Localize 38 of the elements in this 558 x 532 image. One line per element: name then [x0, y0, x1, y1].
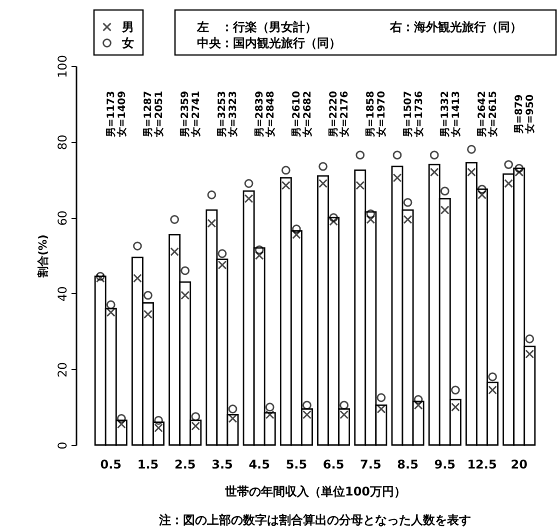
x-tick-label: 0.5	[100, 458, 122, 472]
x-tick-label: 2.5	[174, 458, 196, 472]
x-tick-label: 12.5	[467, 458, 497, 472]
x-tick-label: 8.5	[397, 458, 418, 472]
x-tick-label: 20	[510, 458, 528, 472]
legend-label: 女	[121, 36, 134, 50]
text: 中央：国内観光旅行（同）	[197, 36, 341, 50]
annotation: 男=1287 女=2051	[142, 90, 165, 138]
y-tick-label: 80	[56, 134, 70, 150]
x-tick-label: 9.5	[434, 458, 456, 472]
y-tick-label: 100	[56, 55, 70, 78]
y-tick-label: 20	[56, 362, 70, 378]
x-axis-title: 世帯の年間収入（単位100万円）	[224, 484, 406, 498]
x-tick-label: 1.5	[137, 458, 159, 472]
annotation: 男=3253 女=3323	[216, 90, 240, 138]
annotation: 男=879 女=950	[513, 94, 536, 135]
y-axis-title: 割合(%)	[36, 234, 50, 279]
annotation: 男=2610 女=2682	[290, 90, 314, 138]
legend-label: 男	[121, 20, 134, 34]
text: 左 ：行楽（男女計）	[196, 20, 317, 34]
annotation: 男=2220 女=2176	[328, 90, 351, 138]
x-tick-label: 6.5	[322, 458, 344, 472]
y-tick-label: 0	[56, 442, 70, 450]
x-tick-label: 5.5	[286, 458, 308, 472]
x-tick-label: 4.5	[248, 458, 270, 472]
annotation: 男=2642 女=2615	[476, 90, 500, 138]
y-tick-label: 40	[56, 286, 70, 302]
y-tick-label: 60	[56, 210, 70, 226]
text: 注：図の上部の数字は割合算出の分母となった人数を表す	[158, 513, 471, 527]
x-tick-label: 3.5	[212, 458, 233, 472]
x-tick-label: 7.5	[360, 458, 382, 472]
annotation: 男=1858 女=1970	[364, 90, 388, 138]
annotation: 男=1332 女=1413	[438, 90, 462, 138]
annotation: 男=1507 女=1736	[402, 90, 425, 138]
annotation: 男=2839 女=2848	[253, 90, 276, 138]
annotation: 男=2359 女=2741	[179, 90, 202, 138]
text: 右：海外観光旅行（同）	[389, 20, 522, 34]
annotation: 男=1173 女=1409	[104, 90, 128, 138]
